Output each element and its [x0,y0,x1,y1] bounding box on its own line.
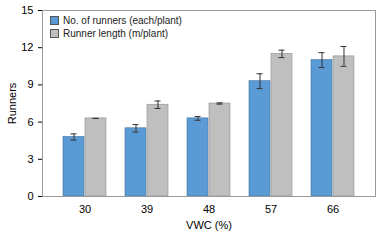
svg-text:9: 9 [27,78,33,90]
svg-text:12: 12 [21,41,33,53]
svg-text:Runners: Runners [6,82,18,124]
html-text:Runner length (m/plant): Runner length (m/plant) [63,28,169,39]
svg-text:48: 48 [203,203,215,215]
html-text:No. of runners (each/plant): No. of runners (each/plant) [63,15,182,26]
svg-text:39: 39 [141,203,153,215]
svg-text:30: 30 [79,203,91,215]
svg-text:3: 3 [27,153,33,165]
svg-text:57: 57 [265,203,277,215]
svg-text:6: 6 [27,116,33,128]
svg-text:VWC (%): VWC (%) [186,219,232,231]
svg-text:0: 0 [27,190,33,202]
svg-text:15: 15 [21,4,33,16]
svg-text:66: 66 [327,203,339,215]
